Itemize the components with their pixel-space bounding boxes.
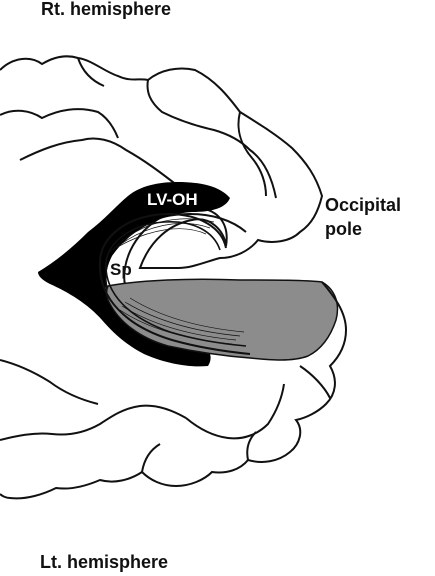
right-hemisphere-sulcus-4 [78, 58, 104, 86]
splenium-striation-2 [113, 223, 210, 250]
left-hemisphere-sulcus-3 [186, 384, 284, 438]
left-hemisphere-sulcus-1 [0, 406, 186, 440]
left-hemisphere-outline [0, 282, 346, 498]
occipital-pole-label-line2: pole [325, 219, 363, 239]
shaded-region [107, 279, 338, 360]
occipital-pole-label: Occipital pole [325, 193, 401, 241]
right-hemisphere-sulcus-3 [148, 80, 276, 198]
right-hemisphere-sulcus-1 [20, 138, 178, 186]
splenium-striation-6 [125, 302, 240, 336]
splenium-label: Sp [110, 260, 132, 279]
right-hemisphere-sulcus-5 [239, 112, 267, 196]
lv-oh-label: LV-OH [147, 190, 198, 209]
splenium-outline [100, 214, 250, 354]
splenium-striation-7 [130, 298, 244, 332]
right-hemisphere-sulcus-2 [0, 109, 118, 138]
splenium-inner-outline [106, 222, 246, 346]
splenium-striation-3 [116, 229, 206, 248]
right-hemisphere-label: Rt. hemisphere [41, 0, 172, 19]
left-hemisphere-sulcus-6 [247, 432, 256, 460]
left-hemisphere-sulcus-5 [142, 444, 160, 472]
left-hemisphere-sulcus-2 [0, 360, 98, 404]
occipital-pole-label-line1: Occipital [325, 195, 402, 215]
left-hemisphere-label: Lt. hemisphere [40, 552, 169, 572]
left-hemisphere-sulcus-4 [300, 366, 330, 398]
